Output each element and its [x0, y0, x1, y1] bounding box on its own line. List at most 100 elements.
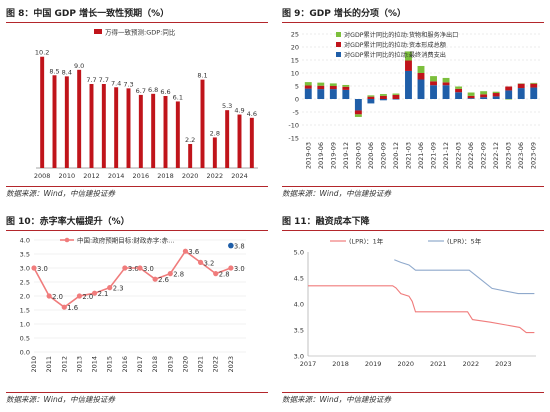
- y-tick-label: 4.0: [20, 237, 30, 245]
- legend-label: 对GDP累计同比的拉动:资本形成总额: [344, 41, 447, 49]
- x-tick-label: 2020-12: [392, 142, 400, 169]
- bar-segment: [492, 91, 500, 94]
- legend-swatch: [336, 42, 341, 47]
- data-label: 7.3: [123, 80, 133, 88]
- bar-segment: [492, 93, 500, 97]
- y-tick-label: 1.5: [20, 307, 30, 315]
- data-label: 2.2: [185, 136, 195, 144]
- x-tick-label: 2014: [91, 356, 99, 373]
- x-tick-label: 2022-12: [492, 142, 500, 169]
- legend-label: (LPR)：1年: [349, 237, 384, 246]
- data-label: 8.1: [197, 72, 207, 80]
- data-point: [76, 293, 83, 299]
- x-tick-label: 2012: [83, 172, 100, 180]
- legend-label: 中国:政府预期目标:财政赤字:赤…: [77, 236, 175, 245]
- bar: [64, 76, 69, 168]
- bar: [200, 79, 205, 168]
- x-tick-label: 2019-06: [317, 142, 325, 169]
- x-tick-label: 2014: [108, 172, 125, 180]
- bar-segment: [480, 97, 488, 99]
- x-tick-label: 2022: [212, 356, 220, 373]
- bar-segment: [329, 89, 337, 99]
- x-tick-label: 2018: [332, 360, 349, 368]
- y-tick-label: 4.5: [294, 275, 304, 283]
- data-label: 9.0: [74, 62, 84, 70]
- bar-segment: [379, 95, 387, 99]
- bar-segment: [392, 99, 400, 100]
- source-rule: [282, 186, 544, 187]
- deficit-line: [33, 250, 232, 309]
- data-label: 3.0: [234, 265, 245, 273]
- y-tick-label: 5.0: [294, 249, 304, 257]
- bar-segment: [392, 93, 400, 95]
- x-tick-label: 2024: [231, 172, 248, 180]
- x-tick-label: 2021-09: [430, 142, 438, 169]
- bar-segment: [467, 95, 475, 99]
- bar: [77, 69, 82, 168]
- legend-swatch: [336, 32, 341, 37]
- bar-segment: [379, 99, 387, 101]
- bar-segment: [505, 99, 513, 100]
- data-label: 3.6: [188, 248, 199, 256]
- bar-segment: [317, 82, 325, 86]
- panel-title: 图 8：中国 GDP 增长一致性预期（%）: [6, 9, 170, 19]
- data-point: [61, 304, 67, 310]
- bar-segment: [492, 96, 500, 99]
- x-tick-label: 2020-06: [367, 142, 375, 169]
- legend-marker: [64, 237, 70, 243]
- x-tick-label: 2020: [181, 356, 189, 373]
- data-label: 2.0: [52, 293, 63, 301]
- y-tick-label: 5: [295, 83, 299, 91]
- y-tick-label: 0: [295, 96, 299, 104]
- y-tick-label: 2.0: [20, 293, 30, 301]
- x-tick-label: 2019-09: [329, 142, 337, 169]
- data-label: 2.1: [98, 290, 109, 298]
- x-tick-label: 2021: [197, 356, 205, 373]
- data-point: [167, 271, 173, 277]
- x-tick-label: 2020-03: [354, 142, 362, 169]
- legend-label: 对GDP累计同比的拉动:货物和服务净出口: [344, 31, 458, 39]
- bar-segment: [430, 81, 437, 86]
- bar-segment: [455, 92, 463, 99]
- y-tick-label: 10: [291, 70, 299, 78]
- data-label: 7.7: [86, 76, 96, 84]
- x-tick-label: 2022-09: [480, 142, 488, 169]
- bar-segment: [530, 82, 538, 84]
- x-tick-label: 2020-09: [379, 142, 387, 169]
- data-point: [213, 271, 219, 277]
- panel-title: 图 9：GDP 增长的分项（%）: [282, 9, 407, 19]
- x-tick-label: 2021-03: [404, 142, 412, 169]
- bar-segment: [342, 84, 350, 87]
- bar-segment: [304, 88, 312, 99]
- x-tick-label: 2023: [227, 356, 235, 373]
- data-point: [122, 265, 128, 271]
- data-label: 2.8: [219, 271, 230, 279]
- x-tick-label: 2022: [463, 360, 480, 368]
- x-tick-label: 2018: [151, 356, 159, 373]
- y-tick-label: 3.0: [20, 265, 30, 273]
- data-label: 8.4: [62, 68, 72, 76]
- bar-segment: [417, 79, 425, 99]
- legend-label: (LPR)：5年: [447, 237, 482, 246]
- data-label: 3.0: [128, 265, 139, 273]
- legend-swatch: [94, 29, 102, 34]
- data-label: 2.8: [210, 129, 220, 137]
- bar: [138, 94, 143, 168]
- bar-segment: [342, 89, 350, 99]
- bar: [40, 56, 45, 168]
- data-label: 2.6: [158, 276, 169, 284]
- y-tick-label: 4.0: [294, 301, 304, 309]
- lpr-chart: 3.0 3.5 4.0 4.5 5.0 2017 2018 2019 2020 2021 2022 2…: [294, 237, 536, 368]
- x-tick-label: 2020: [182, 172, 199, 180]
- bar: [52, 75, 57, 168]
- data-label: 2.3: [113, 285, 124, 293]
- data-point: [182, 248, 189, 254]
- data-label: 8.5: [49, 67, 59, 75]
- bar: [126, 88, 131, 168]
- legend-label: 万得一致预测:GDP:同比: [105, 28, 176, 37]
- bar-segment: [354, 110, 362, 115]
- deficit-ratio-chart: 0.0 0.5 1.0 1.5 2.0 2.5 3.0 3.5 4.0 3.0 2.0 1.6 2.0 2…: [20, 236, 246, 373]
- data-label: 4.6: [247, 110, 257, 118]
- bar-segment: [530, 83, 538, 88]
- bar-segment: [480, 94, 488, 98]
